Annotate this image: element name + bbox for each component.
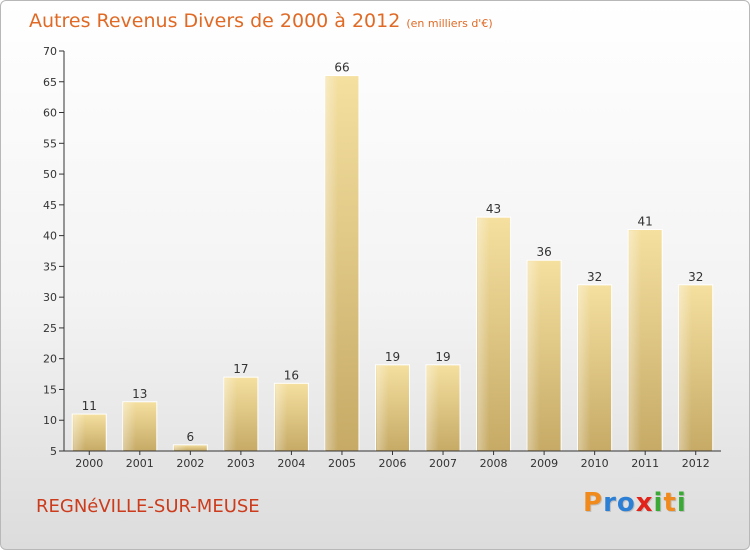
y-tick-label-40: 40 [43,230,57,243]
bars-layer: 11 13 6 17 16 66 19 19 43 36 32 41 32 [71,61,714,452]
data-label-2003: 17 [233,362,248,376]
bar-highlight-2003 [224,378,237,450]
bar-highlight-2004 [275,384,288,450]
logo-letter: P [583,488,604,518]
y-tick-label-15: 15 [43,383,57,396]
bar-highlight-2008 [477,218,490,450]
x-tick-label-2003: 2003 [227,457,255,470]
data-label-2008: 43 [486,202,501,216]
x-tick-label-2005: 2005 [328,457,356,470]
data-label-2006: 19 [385,350,400,364]
logo-letter: o [616,488,636,518]
y-tick-label-25: 25 [43,322,57,335]
logo-letter: i [676,488,687,518]
x-tick-label-2010: 2010 [581,457,609,470]
logo-letter: t [663,488,677,518]
y-tick-label-5: 5 [50,445,57,458]
chart-title: Autres Revenus Divers de 2000 à 2012 (en … [29,10,493,32]
x-tick-label-2000: 2000 [75,457,103,470]
data-label-2011: 41 [638,214,653,228]
chart-title-main: Autres Revenus Divers de 2000 à 2012 [29,10,401,32]
logo-letter: i [653,488,664,518]
data-label-2000: 11 [82,399,97,413]
data-label-2001: 13 [132,387,147,401]
bar-highlight-2001 [123,402,136,450]
data-label-2010: 32 [587,270,602,284]
y-tick-label-20: 20 [43,353,57,366]
bar-highlight-2006 [376,365,389,450]
logo-letter: r [603,488,617,518]
x-tick-label-2001: 2001 [126,457,154,470]
x-tick-label-2009: 2009 [530,457,558,470]
chart-title-unit: (en milliers d'€) [406,17,493,30]
bar-highlight-2010 [578,285,591,450]
y-tick-label-45: 45 [43,199,57,212]
y-tick-label-30: 30 [43,291,57,304]
x-tick-label-2012: 2012 [682,457,710,470]
bar-highlight-2002 [174,445,187,450]
place-name: REGNéVILLE-SUR-MEUSE [36,496,260,517]
bar-highlight-2012 [679,285,692,450]
y-tick-label-35: 35 [43,260,57,273]
bar-highlight-2000 [73,415,86,450]
x-tick-label-2011: 2011 [631,457,659,470]
y-tick-label-55: 55 [43,137,57,150]
y-tick-label-10: 10 [43,414,57,427]
logo-letter: x [635,488,654,518]
x-tick-label-2007: 2007 [429,457,457,470]
bar-highlight-2011 [629,230,642,450]
bar-highlight-2009 [528,261,541,450]
bar-highlight-2007 [427,365,439,450]
proxiti-logo: Proxiti [583,488,687,518]
data-label-2007: 19 [435,350,450,364]
y-tick-label-70: 70 [43,45,57,58]
data-label-2009: 36 [536,245,551,259]
data-label-2005: 66 [334,61,349,75]
x-tick-label-2004: 2004 [277,457,305,470]
x-tick-label-2006: 2006 [379,457,407,470]
y-tick-label-60: 60 [43,107,57,120]
y-tick-label-65: 65 [43,76,57,89]
x-tick-label-2008: 2008 [480,457,508,470]
data-label-2004: 16 [284,368,299,382]
bar-highlight-2005 [325,76,338,450]
y-tick-label-50: 50 [43,168,57,181]
data-label-2012: 32 [688,270,703,284]
data-label-2002: 6 [187,430,195,444]
x-tick-label-2002: 2002 [176,457,204,470]
axes-layer: 2000 2001 2002 2003 2004 2005 2006 2007 2008 2009… [43,45,721,470]
